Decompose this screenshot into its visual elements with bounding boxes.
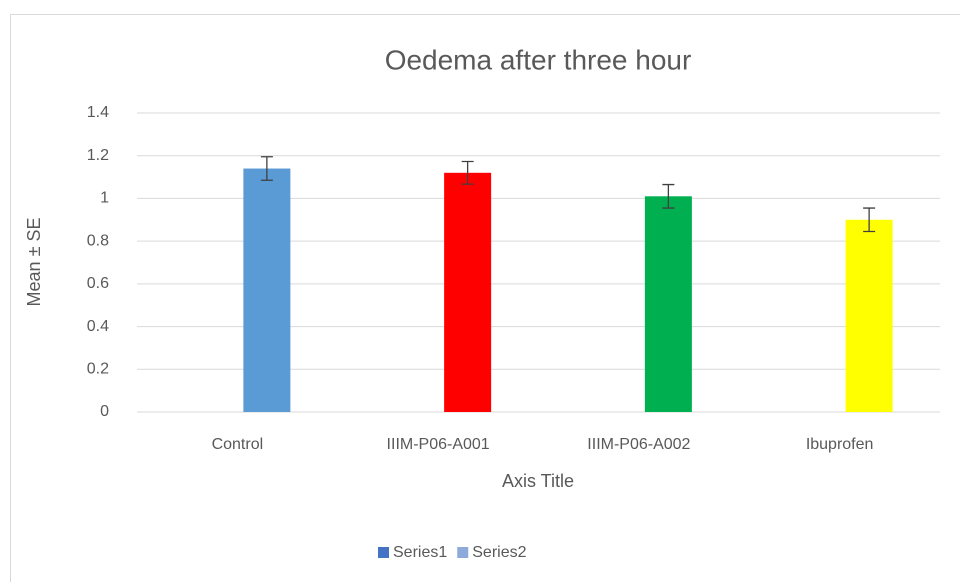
- error-bar: [461, 160, 474, 185]
- error-bar: [260, 156, 273, 181]
- bar: [243, 168, 291, 412]
- x-tick-label: IIIM-P06-A002: [587, 436, 690, 453]
- y-tick-label: 1: [100, 190, 109, 207]
- legend-swatch: [378, 547, 389, 558]
- bar: [644, 196, 692, 412]
- y-tick-label: 0.8: [87, 232, 109, 249]
- y-tick-label: 1.4: [87, 104, 109, 121]
- y-tick-label: 0.4: [87, 318, 109, 335]
- x-tick-label: Ibuprofen: [806, 436, 874, 453]
- x-axis-title: Axis Title: [502, 471, 574, 491]
- legend-swatch: [457, 547, 469, 558]
- y-tick-label: 0.2: [87, 361, 109, 378]
- y-tick-label: 1.2: [87, 147, 109, 164]
- legend-label: Series1: [393, 544, 447, 561]
- y-tick-label: 0: [100, 403, 109, 420]
- x-tick-label: Control: [212, 436, 264, 453]
- chart-title: Oedema after three hour: [385, 44, 692, 75]
- legend-label: Series2: [472, 544, 526, 561]
- y-axis-title: Mean ± SE: [24, 218, 44, 307]
- y-tick-label: 0.6: [87, 275, 109, 292]
- x-tick-label: IIIM-P06-A001: [387, 436, 490, 453]
- bar: [845, 219, 893, 412]
- error-bar: [863, 207, 876, 233]
- bar: [444, 172, 492, 412]
- error-bar: [662, 183, 675, 209]
